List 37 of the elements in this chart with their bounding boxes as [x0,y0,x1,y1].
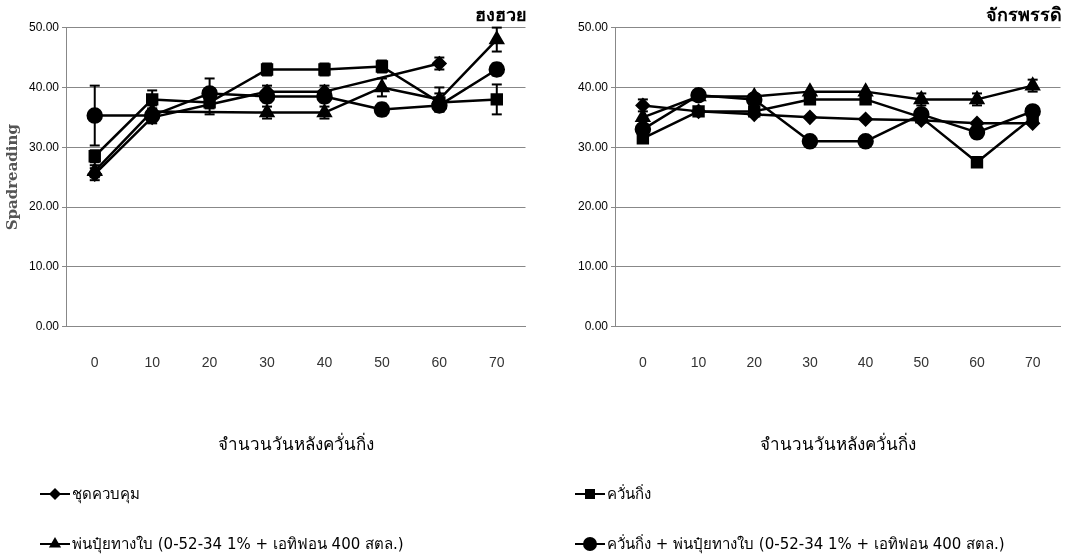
y-axis-title: Spadreading [2,123,21,231]
x-tick-label: 40 [857,354,874,371]
y-tick-label: 30.00 [578,139,609,154]
chart-title: ฮงฮวย [475,4,527,26]
x-tick-label: 0 [638,354,647,371]
y-tick-label: 0.00 [35,319,60,334]
y-tick-label: 0.00 [584,319,609,334]
x-axis-title: จำนวนวันหลังควั่นกิ่ง [759,432,916,455]
x-tick-label: 20 [746,354,763,371]
x-tick-label: 20 [201,354,218,371]
y-tick-label: 10.00 [578,259,609,274]
x-tick-label: 50 [913,354,930,371]
legend-label: ควั่นกิ่ง + พ่นปุ๋ยทางใบ (0-52-34 1% + เอทิฟอน 400 สตล.) [607,533,1005,556]
x-tick-label: 30 [259,354,276,371]
y-tick-label: 40.00 [578,79,609,94]
y-tick-label: 10.00 [29,259,60,274]
x-tick-label: 60 [969,354,985,371]
chart-title: จักรพรรดิ [986,4,1062,26]
y-tick-label: 50.00 [578,19,609,34]
x-axis-title: จำนวนวันหลังควั่นกิ่ง [217,432,374,455]
legend-label: ควั่นกิ่ง [607,483,651,505]
x-tick-label: 10 [690,354,707,371]
x-tick-label: 10 [144,354,161,371]
y-tick-label: 30.00 [29,139,60,154]
x-tick-label: 40 [316,354,333,371]
x-tick-label: 60 [431,354,448,371]
legend-label: พ่นปุ๋ยทางใบ (0-52-34 1% + เอทิฟอน 400 สตล.) [72,534,404,556]
y-tick-label: 20.00 [29,199,60,214]
x-tick-label: 30 [802,354,818,371]
y-tick-label: 50.00 [29,19,60,34]
x-tick-label: 0 [90,354,99,371]
y-tick-label: 20.00 [578,199,609,214]
x-tick-label: 50 [374,354,390,371]
y-tick-label: 40.00 [29,79,60,94]
x-tick-label: 70 [1024,354,1041,371]
legend-label: ชุดควบคุม [72,484,140,506]
x-tick-label: 70 [488,354,505,371]
